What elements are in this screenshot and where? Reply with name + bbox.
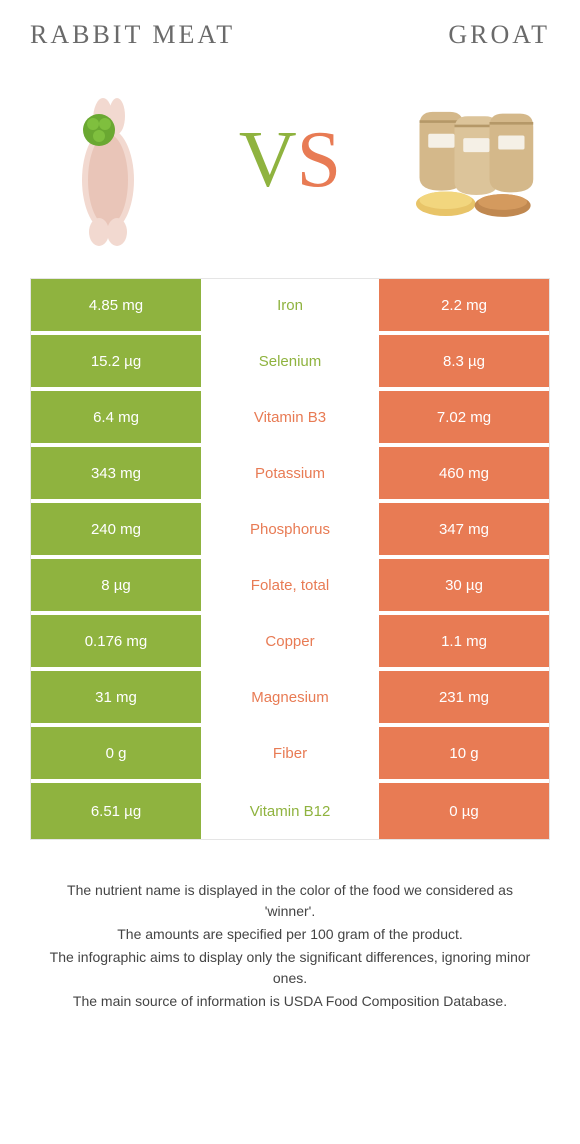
rabbit-meat-icon	[53, 70, 163, 250]
table-row: 0.176 mgCopper1.1 mg	[31, 615, 549, 671]
right-value-cell: 30 µg	[375, 559, 549, 611]
left-value-cell: 4.85 mg	[31, 279, 205, 331]
left-value-cell: 8 µg	[31, 559, 205, 611]
groat-sacks-icon	[402, 90, 542, 230]
nutrient-label-cell: Selenium	[205, 335, 375, 387]
right-value-cell: 1.1 mg	[375, 615, 549, 667]
infographic-container: Rabbit Meat Groat VS	[0, 0, 580, 1034]
left-value-cell: 6.51 µg	[31, 783, 205, 839]
nutrient-label-cell: Phosphorus	[205, 503, 375, 555]
left-value-cell: 6.4 mg	[31, 391, 205, 443]
right-value-cell: 7.02 mg	[375, 391, 549, 443]
left-value-cell: 240 mg	[31, 503, 205, 555]
left-value-cell: 31 mg	[31, 671, 205, 723]
table-row: 15.2 µgSelenium8.3 µg	[31, 335, 549, 391]
left-value-cell: 0.176 mg	[31, 615, 205, 667]
footnote-line: The main source of information is USDA F…	[40, 991, 540, 1012]
nutrient-label-cell: Copper	[205, 615, 375, 667]
table-row: 6.4 mgVitamin B37.02 mg	[31, 391, 549, 447]
table-row: 343 mgPotassium460 mg	[31, 447, 549, 503]
nutrient-label-cell: Vitamin B12	[205, 783, 375, 839]
right-value-cell: 10 g	[375, 727, 549, 779]
right-value-cell: 347 mg	[375, 503, 549, 555]
right-food-image	[402, 70, 542, 250]
table-row: 240 mgPhosphorus347 mg	[31, 503, 549, 559]
footnotes: The nutrient name is displayed in the co…	[30, 880, 550, 1012]
footnote-line: The amounts are specified per 100 gram o…	[40, 924, 540, 945]
vs-s-letter: S	[297, 115, 342, 206]
vs-label: VS	[239, 115, 341, 206]
nutrient-label-cell: Fiber	[205, 727, 375, 779]
table-row: 8 µgFolate, total30 µg	[31, 559, 549, 615]
right-value-cell: 8.3 µg	[375, 335, 549, 387]
nutrient-label-cell: Potassium	[205, 447, 375, 499]
left-value-cell: 15.2 µg	[31, 335, 205, 387]
right-value-cell: 2.2 mg	[375, 279, 549, 331]
nutrient-label-cell: Vitamin B3	[205, 391, 375, 443]
right-value-cell: 460 mg	[375, 447, 549, 499]
table-row: 4.85 mgIron2.2 mg	[31, 279, 549, 335]
left-value-cell: 343 mg	[31, 447, 205, 499]
title-row: Rabbit Meat Groat	[30, 20, 550, 50]
left-food-title: Rabbit Meat	[30, 20, 290, 50]
footnote-line: The infographic aims to display only the…	[40, 947, 540, 989]
nutrient-label-cell: Iron	[205, 279, 375, 331]
right-value-cell: 231 mg	[375, 671, 549, 723]
left-food-image	[38, 70, 178, 250]
right-value-cell: 0 µg	[375, 783, 549, 839]
left-value-cell: 0 g	[31, 727, 205, 779]
table-row: 6.51 µgVitamin B120 µg	[31, 783, 549, 839]
nutrient-table: 4.85 mgIron2.2 mg15.2 µgSelenium8.3 µg6.…	[30, 278, 550, 840]
table-row: 0 gFiber10 g	[31, 727, 549, 783]
hero-row: VS	[30, 70, 550, 250]
vs-v-letter: V	[239, 115, 297, 206]
nutrient-label-cell: Magnesium	[205, 671, 375, 723]
footnote-line: The nutrient name is displayed in the co…	[40, 880, 540, 922]
table-row: 31 mgMagnesium231 mg	[31, 671, 549, 727]
nutrient-label-cell: Folate, total	[205, 559, 375, 611]
right-food-title: Groat	[290, 20, 550, 50]
